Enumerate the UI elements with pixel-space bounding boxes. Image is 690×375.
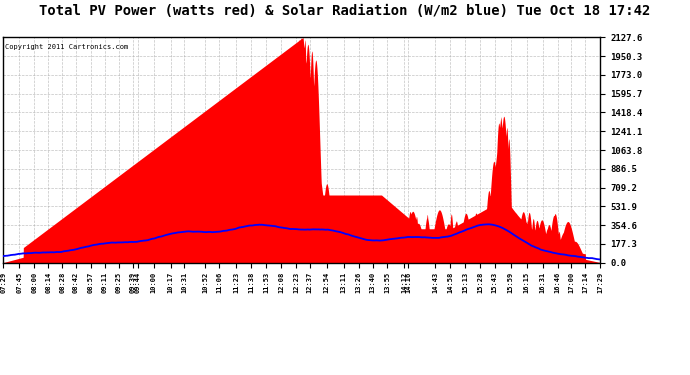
Text: Copyright 2011 Cartronics.com: Copyright 2011 Cartronics.com <box>5 44 128 50</box>
Text: Total PV Power (watts red) & Solar Radiation (W/m2 blue) Tue Oct 18 17:42: Total PV Power (watts red) & Solar Radia… <box>39 4 651 18</box>
